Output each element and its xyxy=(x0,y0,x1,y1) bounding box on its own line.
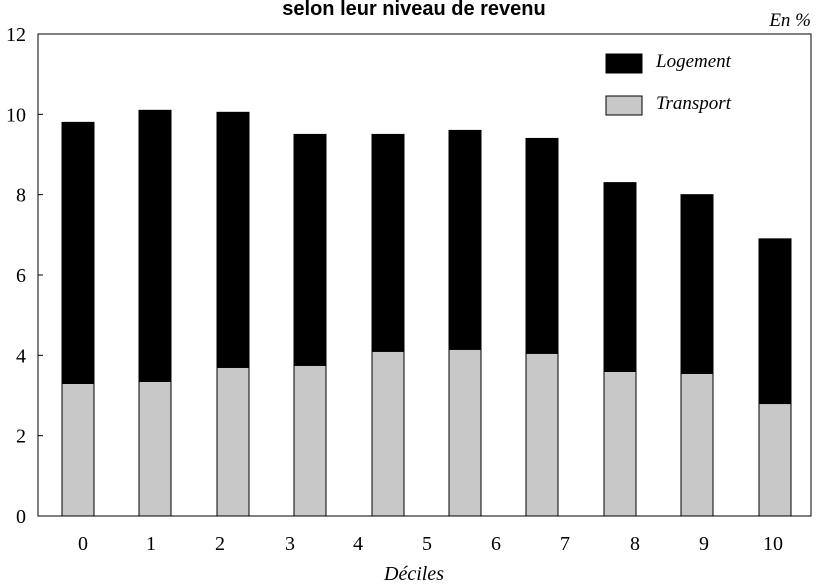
bar-transport-4 xyxy=(371,350,405,517)
bar-logement-0 xyxy=(61,121,95,384)
chart-title: selon leur niveau de revenu xyxy=(282,0,545,20)
legend: Logement Transport xyxy=(605,51,732,116)
y-tick-label-4: 8 xyxy=(16,185,26,207)
x-tick-label-9: 9 xyxy=(699,533,709,555)
bar-logement-7 xyxy=(603,182,637,372)
legend-label-logement: Logement xyxy=(655,51,732,72)
legend-swatch-transport xyxy=(605,95,643,116)
bar-logement-2 xyxy=(216,111,250,368)
bar-transport-1 xyxy=(138,380,172,517)
x-tick-label-8: 8 xyxy=(630,533,640,555)
x-axis-label: Déciles xyxy=(383,563,444,584)
bar-transport-8 xyxy=(680,372,714,517)
bar-transport-9 xyxy=(758,403,792,517)
y-tick-label-3: 6 xyxy=(16,265,26,287)
x-tick-label-3: 3 xyxy=(285,533,295,555)
bars-group xyxy=(61,109,792,517)
x-tick-label-7: 7 xyxy=(560,533,570,555)
x-tick-label-10: 10 xyxy=(763,533,783,555)
y-tick-label-6: 12 xyxy=(6,24,26,46)
bar-logement-8 xyxy=(680,194,714,374)
legend-label-transport: Transport xyxy=(656,93,732,114)
x-tick-label-0: 0 xyxy=(78,533,88,555)
x-tick-label-1: 1 xyxy=(146,533,156,555)
bar-logement-1 xyxy=(138,109,172,382)
bar-transport-6 xyxy=(525,352,559,517)
bar-logement-4 xyxy=(371,133,405,352)
x-tick-label-4: 4 xyxy=(353,533,363,555)
bar-logement-6 xyxy=(525,137,559,354)
bar-transport-3 xyxy=(293,364,327,517)
bar-transport-0 xyxy=(61,382,95,517)
bar-logement-5 xyxy=(448,129,482,350)
bar-transport-2 xyxy=(216,366,250,517)
bar-transport-7 xyxy=(603,370,637,517)
bar-transport-5 xyxy=(448,348,482,517)
y-tick-label-1: 2 xyxy=(16,426,26,448)
x-tick-label-5: 5 xyxy=(422,533,432,555)
y-tick-label-5: 10 xyxy=(6,104,26,126)
unit-label: En % xyxy=(768,10,811,31)
bar-logement-9 xyxy=(758,238,792,405)
legend-swatch-logement xyxy=(605,53,643,74)
x-tick-label-6: 6 xyxy=(491,533,501,555)
x-tick-label-2: 2 xyxy=(215,533,225,555)
bar-logement-3 xyxy=(293,133,327,366)
y-tick-label-2: 4 xyxy=(16,345,26,367)
y-axis: 0 2 4 6 8 10 12 xyxy=(6,24,43,528)
y-tick-label-0: 0 xyxy=(16,506,26,528)
x-axis: 0 1 2 3 4 5 6 7 8 9 10 xyxy=(78,533,783,555)
